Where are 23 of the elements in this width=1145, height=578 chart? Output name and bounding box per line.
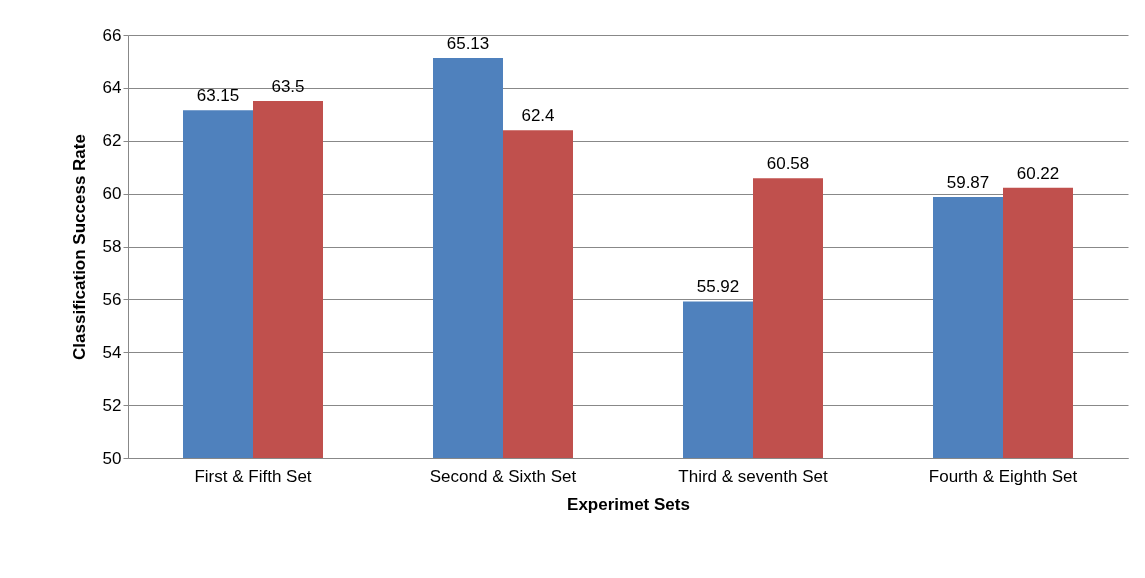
data-label: 59.87	[946, 173, 990, 193]
x-tick-label: Second & Sixth Set	[429, 466, 577, 486]
y-tick-label: 60	[102, 184, 122, 204]
y-tick-label: 66	[102, 25, 122, 45]
x-axis-title: Experimet Sets	[567, 494, 690, 514]
data-label: 63.15	[196, 86, 240, 106]
y-tick-label: 56	[102, 289, 122, 309]
data-label: 60.58	[766, 154, 810, 174]
x-tick-label: Third & seventh Set	[678, 466, 828, 486]
data-label: 55.92	[696, 277, 740, 297]
y-axis-title: Classification Success Rate	[69, 134, 89, 360]
y-tick-label: 58	[102, 237, 122, 256]
y-tick-label: 52	[102, 395, 122, 415]
y-tick-label: 54	[102, 342, 122, 362]
y-tick-label: 64	[102, 78, 122, 98]
y-tick-label: 50	[102, 448, 122, 468]
data-label: 65.13	[446, 34, 490, 53]
x-tick-label: Fourth & Eighth Set	[928, 466, 1078, 486]
data-label: 63.5	[271, 77, 305, 97]
x-tick-label: First & Fifth Set	[194, 466, 312, 486]
y-tick-label: 62	[102, 131, 122, 151]
data-label: 60.22	[1016, 163, 1060, 183]
data-label: 62.4	[521, 106, 555, 126]
